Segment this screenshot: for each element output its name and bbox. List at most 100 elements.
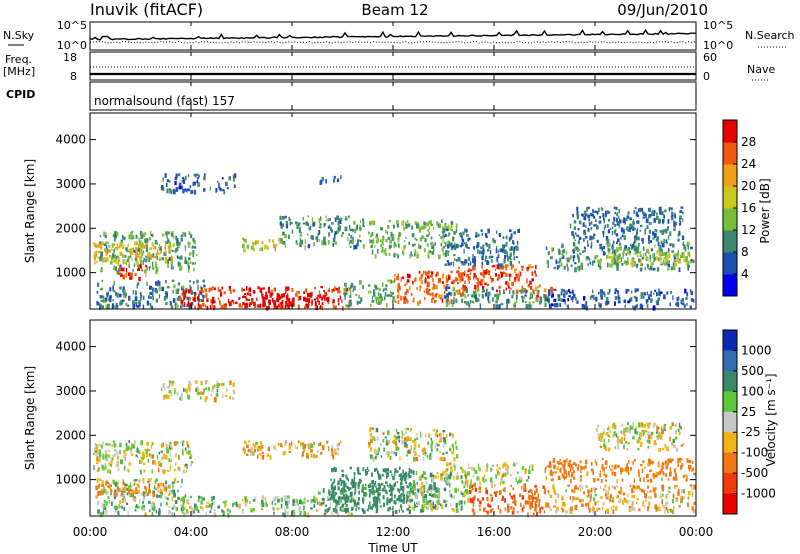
velocity-cell [620, 488, 623, 492]
velocity-cell [532, 497, 534, 503]
velocity-cell [144, 448, 147, 452]
power-cell [605, 297, 609, 302]
power-cell [520, 265, 524, 268]
velocity-cell [555, 509, 558, 514]
power-cell [669, 302, 671, 307]
power-cell [647, 251, 650, 255]
velocity-cell [148, 487, 151, 492]
power-cell [217, 286, 219, 292]
velocity-cell [140, 459, 143, 464]
velocity-cell [285, 500, 288, 506]
power-cell [397, 283, 401, 289]
power-cell [677, 238, 680, 242]
power-cell [601, 247, 604, 252]
power-cell [192, 249, 195, 255]
velocity-cell [390, 484, 393, 489]
power-cell [197, 303, 200, 308]
velocity-cell [449, 503, 452, 507]
velocity-cell [187, 394, 189, 399]
velocity-cell [197, 498, 200, 503]
velocity-cell [437, 475, 439, 479]
velocity-cell [464, 470, 466, 473]
velocity-cell [394, 510, 398, 514]
power-cell [589, 296, 592, 300]
power-cell [112, 253, 115, 258]
velocity-cell [552, 457, 555, 462]
velocity-cell [129, 488, 133, 492]
velocity-cell [102, 455, 105, 460]
velocity-cell [378, 474, 382, 477]
power-cell [180, 234, 183, 238]
power-cell [597, 261, 601, 265]
velocity-cell [506, 470, 509, 473]
velocity-cell [616, 478, 619, 484]
power-cell [583, 304, 587, 310]
power-cell [586, 256, 589, 260]
power-cell [196, 180, 199, 184]
velocity-cell [440, 475, 443, 480]
velocity-cell [638, 472, 640, 477]
power-cell [109, 297, 111, 302]
power-cell [392, 299, 394, 304]
power-cell [125, 302, 128, 306]
power-cell [622, 219, 626, 224]
power-cell [675, 221, 678, 226]
velocity-cell [181, 505, 185, 510]
power-cell [402, 296, 405, 300]
power-cell [181, 180, 184, 183]
power-cell [508, 256, 512, 259]
velocity-cell [205, 396, 208, 400]
power-cell [383, 296, 386, 301]
velocity-cell [667, 478, 670, 481]
velocity-cell [214, 384, 216, 387]
velocity-cell [119, 500, 121, 505]
power-cell [189, 284, 191, 289]
power-cell [120, 239, 123, 245]
velocity-cell [260, 441, 262, 446]
velocity-cell [410, 469, 413, 474]
power-cell [93, 254, 96, 259]
velocity-cell [379, 498, 381, 504]
power-cell [189, 185, 192, 188]
velocity-cell [646, 439, 650, 443]
y-tick-label: 4000 [55, 133, 86, 147]
velocity-cell [442, 471, 445, 476]
power-cell [118, 267, 121, 272]
power-cell [137, 282, 140, 286]
velocity-cell [688, 464, 690, 469]
velocity-cell [182, 442, 184, 447]
power-cell [107, 303, 110, 309]
velocity-cell [453, 495, 455, 499]
power-cell [103, 243, 107, 247]
velocity-cell [411, 506, 414, 510]
velocity-cell [369, 427, 372, 432]
power-cell [176, 304, 179, 308]
velocity-cell [402, 510, 405, 513]
power-cell [129, 252, 132, 256]
velocity-colorbar-label: 25 [741, 405, 756, 419]
power-cell [146, 266, 148, 271]
power-cell [446, 228, 449, 232]
power-cell [660, 240, 663, 245]
power-cell [298, 228, 301, 233]
power-cell [423, 290, 426, 293]
power-cell [496, 260, 499, 263]
power-cell [529, 292, 533, 298]
power-cell [484, 233, 488, 237]
power-cell [566, 263, 568, 267]
velocity-cell [657, 471, 659, 476]
power-cell [155, 269, 158, 274]
velocity-cell [632, 490, 635, 493]
power-cell [405, 223, 409, 228]
velocity-cell [336, 492, 338, 495]
velocity-cell [588, 504, 590, 509]
velocity-cell [395, 444, 398, 449]
power-cell [149, 296, 152, 299]
velocity-cell [371, 427, 374, 430]
velocity-cell [641, 468, 644, 473]
velocity-cell [603, 428, 605, 432]
power-cell [122, 259, 125, 264]
power-cell [178, 262, 181, 266]
velocity-cell [407, 473, 410, 478]
